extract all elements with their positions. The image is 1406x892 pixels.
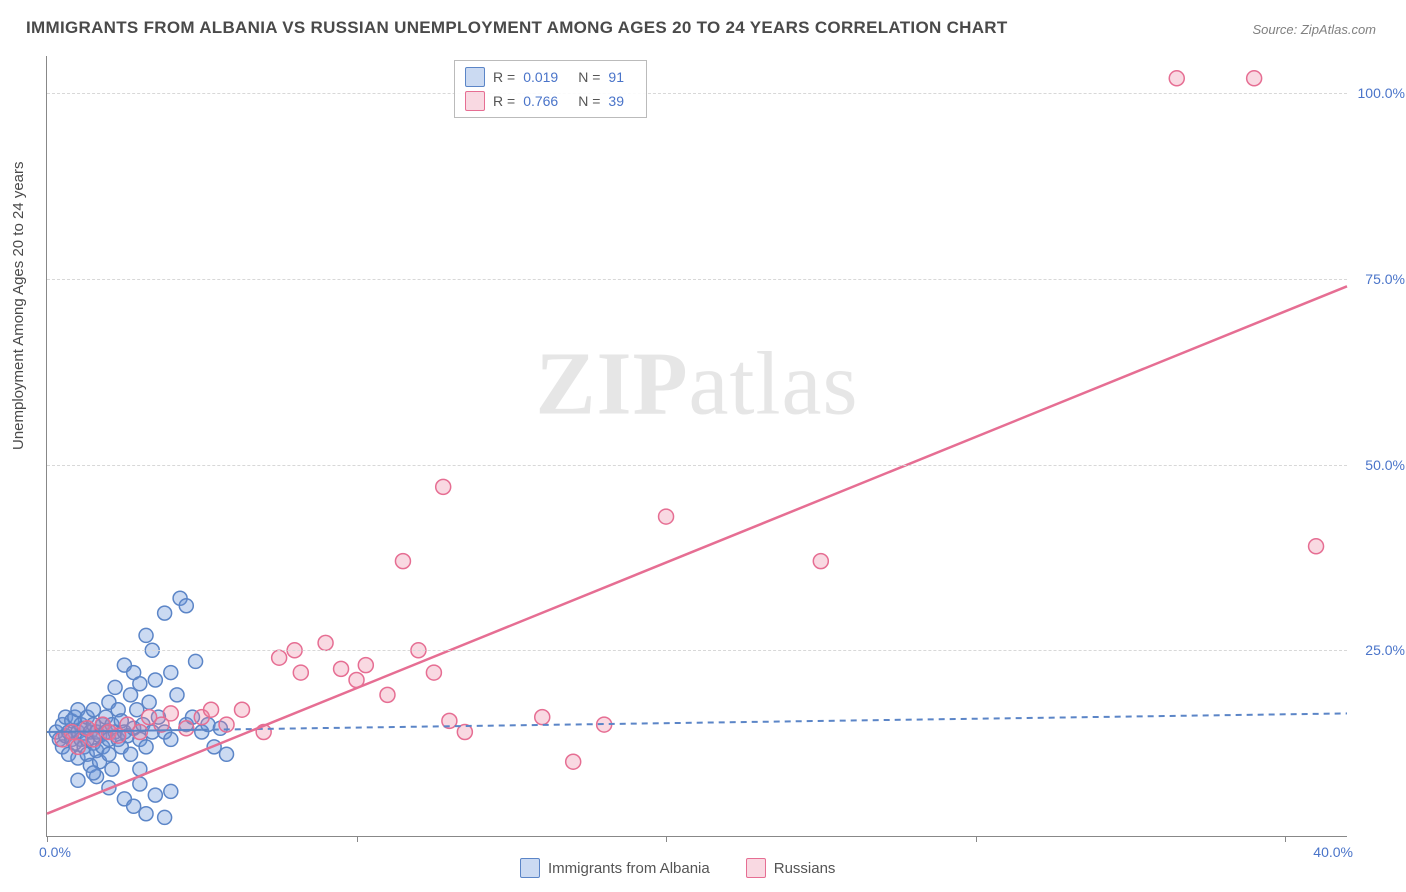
data-point bbox=[164, 732, 178, 746]
data-point bbox=[380, 687, 395, 702]
data-point bbox=[132, 725, 147, 740]
legend-row-albania: R = 0.019 N = 91 bbox=[465, 65, 636, 89]
source-attribution: Source: ZipAtlas.com bbox=[1252, 22, 1376, 37]
data-point bbox=[318, 635, 333, 650]
data-point bbox=[105, 762, 119, 776]
data-point bbox=[189, 654, 203, 668]
data-point bbox=[139, 807, 153, 821]
data-point bbox=[204, 702, 219, 717]
data-point bbox=[108, 680, 122, 694]
data-point bbox=[133, 677, 147, 691]
y-tick-label: 75.0% bbox=[1365, 271, 1405, 287]
data-point bbox=[334, 661, 349, 676]
legend-item-albania: Immigrants from Albania bbox=[520, 858, 710, 878]
r-value-russians: 0.766 bbox=[523, 93, 558, 109]
data-point bbox=[102, 747, 116, 761]
n-value-albania: 91 bbox=[608, 69, 624, 85]
data-point bbox=[1169, 71, 1184, 86]
chart-title: IMMIGRANTS FROM ALBANIA VS RUSSIAN UNEMP… bbox=[26, 18, 1008, 38]
data-point bbox=[142, 695, 156, 709]
data-point bbox=[86, 732, 101, 747]
x-tick bbox=[666, 836, 667, 842]
data-point bbox=[272, 650, 287, 665]
data-point bbox=[426, 665, 441, 680]
data-point bbox=[148, 788, 162, 802]
swatch-russians bbox=[465, 91, 485, 111]
gridline-h bbox=[47, 93, 1347, 94]
x-tick-label: 0.0% bbox=[39, 844, 71, 860]
series-legend: Immigrants from Albania Russians bbox=[520, 858, 835, 878]
data-point bbox=[163, 706, 178, 721]
data-point bbox=[124, 747, 138, 761]
data-point bbox=[158, 810, 172, 824]
data-point bbox=[71, 773, 85, 787]
data-point bbox=[659, 509, 674, 524]
gridline-h bbox=[47, 465, 1347, 466]
r-value-albania: 0.019 bbox=[523, 69, 558, 85]
data-point bbox=[293, 665, 308, 680]
scatter-plot-svg bbox=[47, 56, 1347, 836]
data-point bbox=[127, 799, 141, 813]
x-tick bbox=[47, 836, 48, 842]
data-point bbox=[358, 658, 373, 673]
data-point bbox=[170, 688, 184, 702]
data-point bbox=[566, 754, 581, 769]
plot-area: ZIPatlas 25.0%50.0%75.0%100.0%0.0%40.0% bbox=[46, 56, 1347, 837]
swatch-albania-bottom bbox=[520, 858, 540, 878]
y-tick-label: 25.0% bbox=[1365, 642, 1405, 658]
data-point bbox=[158, 606, 172, 620]
data-point bbox=[148, 673, 162, 687]
data-point bbox=[164, 784, 178, 798]
data-point bbox=[139, 740, 153, 754]
data-point bbox=[436, 479, 451, 494]
data-point bbox=[1247, 71, 1262, 86]
data-point bbox=[220, 747, 234, 761]
legend-row-russians: R = 0.766 N = 39 bbox=[465, 89, 636, 113]
data-point bbox=[86, 766, 100, 780]
n-value-russians: 39 bbox=[608, 93, 624, 109]
data-point bbox=[179, 721, 194, 736]
x-tick-label: 40.0% bbox=[1313, 844, 1353, 860]
x-tick bbox=[976, 836, 977, 842]
y-tick-label: 100.0% bbox=[1358, 85, 1405, 101]
data-point bbox=[70, 739, 85, 754]
x-tick bbox=[1285, 836, 1286, 842]
data-point bbox=[139, 628, 153, 642]
data-point bbox=[235, 702, 250, 717]
gridline-h bbox=[47, 650, 1347, 651]
y-axis-label: Unemployment Among Ages 20 to 24 years bbox=[10, 161, 27, 450]
swatch-russians-bottom bbox=[746, 858, 766, 878]
x-tick bbox=[357, 836, 358, 842]
correlation-legend: R = 0.019 N = 91 R = 0.766 N = 39 bbox=[454, 60, 647, 118]
gridline-h bbox=[47, 279, 1347, 280]
data-point bbox=[179, 599, 193, 613]
data-point bbox=[86, 703, 100, 717]
data-point bbox=[1309, 539, 1324, 554]
data-point bbox=[395, 554, 410, 569]
legend-item-russians: Russians bbox=[746, 858, 836, 878]
y-tick-label: 50.0% bbox=[1365, 457, 1405, 473]
data-point bbox=[535, 710, 550, 725]
trend-line-dashed bbox=[202, 713, 1347, 729]
swatch-albania bbox=[465, 67, 485, 87]
data-point bbox=[813, 554, 828, 569]
trend-line bbox=[47, 286, 1347, 813]
data-point bbox=[164, 666, 178, 680]
